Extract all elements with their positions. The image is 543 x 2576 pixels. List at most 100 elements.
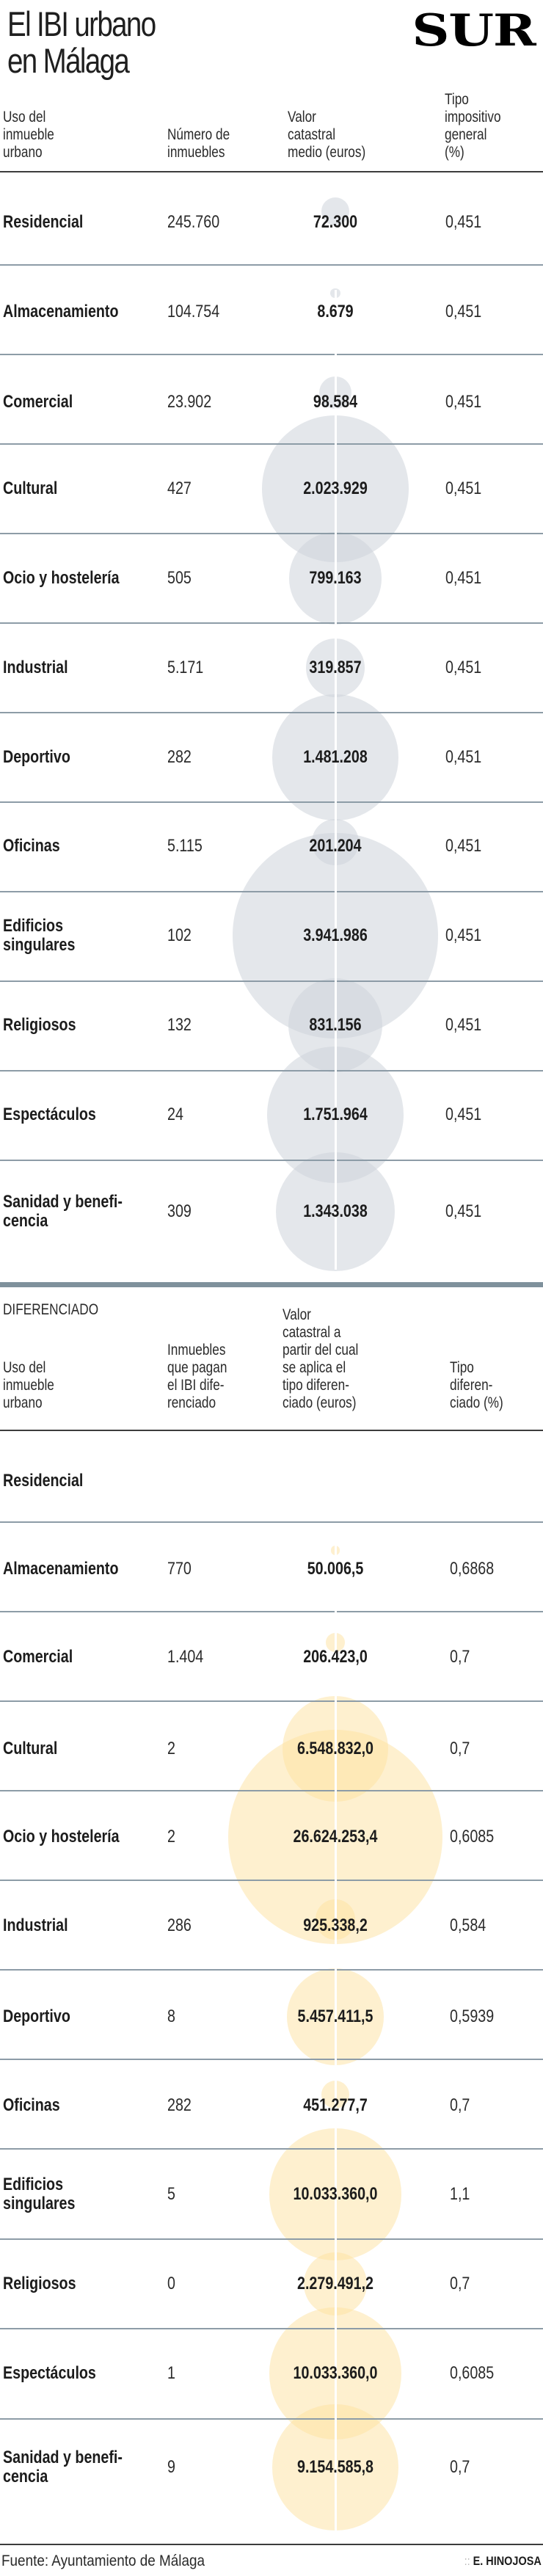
row-rate: 0,584 [450,1915,486,1935]
row-separator [0,712,543,713]
row-use-label: Oficinas [3,836,60,856]
row-use-label: Sanidad y benefi- cencia [3,2448,123,2486]
row-count: 8 [167,2006,175,2026]
row-value-label: 1.343.038 [303,1201,368,1221]
row-separator [0,1790,543,1791]
row-use-label: Sanidad y benefi- cencia [3,1192,123,1231]
section2-label: DIFERENCIADO [3,1301,99,1318]
footer-rule [0,2544,543,2545]
row-rate: 0,6085 [450,1827,495,1847]
row-rate: 1,1 [450,2184,470,2204]
row-separator [0,2238,543,2240]
title-line-1: El IBI urbano [7,4,156,43]
row-count: 770 [167,1559,192,1579]
row-separator [0,980,543,982]
row-count: 5.171 [167,658,204,677]
row-use-label: Edificios singulares [3,916,76,955]
row-count: 5.115 [167,836,203,856]
row-value-label: 3.941.986 [303,925,368,945]
row-use-label: Espectáculos [3,1105,96,1124]
row-separator [0,1969,543,1971]
header-use-1: Uso del inmueble urbano [3,109,54,161]
row-count: 24 [167,1105,183,1124]
row-value-label: 451.277,7 [303,2095,368,2115]
row-value-label: 831.156 [309,1015,362,1035]
row-rate: 0,451 [445,1015,482,1035]
header-value-1: Valor catastral medio (euros) [288,109,366,161]
credit-dots: :: [464,2554,470,2568]
row-separator [0,2418,543,2420]
row-count: 5 [167,2184,175,2204]
row-use-label: Comercial [3,1647,73,1667]
row-use-label: Religiosos [3,1015,76,1035]
row-use-label: Almacenamiento [3,1559,119,1579]
row-separator [0,1880,543,1881]
author-credit: :: E. HINOJOSA [464,2554,542,2569]
row-count: 132 [167,1015,192,1035]
row-separator [0,1700,543,1702]
row-value-label: 98.584 [313,392,358,412]
bubble-axis-2 [335,1545,337,2532]
row-count: 286 [167,1915,192,1935]
header-count-1: Número de inmuebles [167,126,230,161]
row-value-label: 2.279.491,2 [297,2274,373,2293]
header-value-2: Valor catastral a partir del cual se apl… [283,1306,359,1411]
row-rate: 0,7 [450,1739,470,1758]
row-use-label: Residencial [3,212,84,232]
bubble-1 [321,197,349,225]
row-value-label: 72.300 [313,212,358,232]
row-count: 23.902 [167,392,212,412]
row-separator [0,1521,543,1523]
header-count-2: Inmuebles que pagan el IBI dife- renciad… [167,1342,227,1411]
row-use-label: Industrial [3,658,68,677]
row-value-label: 1.751.964 [303,1105,368,1124]
row-count: 282 [167,747,192,767]
row-rate: 0,5939 [450,2006,495,2026]
row-use-label: Residencial [3,1471,84,1491]
section-divider [0,1282,543,1287]
row-rate: 0,7 [450,1647,470,1667]
row-rate: 0,7 [450,2095,470,2115]
row-count: 2 [167,1827,175,1847]
row-value-label: 9.154.585,8 [297,2457,373,2477]
row-value-label: 6.548.832,0 [297,1739,373,1758]
row-use-label: Oficinas [3,2095,60,2115]
row-use-label: Ocio y hostelería [3,1827,120,1847]
row-count: 1 [167,2363,175,2383]
row-count: 427 [167,479,192,498]
row-rate: 0,6868 [450,1559,495,1579]
row-value-label: 2.023.929 [303,479,368,498]
row-rate: 0,451 [445,568,482,588]
row-count: 9 [167,2457,175,2477]
row-separator [0,354,543,355]
row-rate: 0,7 [450,2457,470,2477]
source-note: Fuente: Ayuntamiento de Málaga [1,2553,205,2569]
row-separator [0,2328,543,2329]
row-count: 2 [167,1739,175,1758]
row-use-label: Deportivo [3,747,70,767]
row-value-label: 10.033.360,0 [293,2363,378,2383]
row-count: 0 [167,2274,175,2293]
row-rate: 0,451 [445,212,482,232]
header-rate-2: Tipo diferen- ciado (%) [450,1359,503,1411]
row-value-label: 201.204 [309,836,362,856]
header-rule-1 [0,171,543,172]
row-count: 309 [167,1201,192,1221]
row-value-label: 925.338,2 [303,1915,368,1935]
row-count: 104.754 [167,302,220,321]
row-use-label: Cultural [3,1739,58,1758]
header-rule-2 [0,1430,543,1431]
sur-logo: SUR [412,5,536,57]
row-use-label: Almacenamiento [3,302,119,321]
chart-title: El IBI urbano en Málaga [7,4,156,79]
row-count: 505 [167,568,192,588]
row-use-label: Comercial [3,392,73,412]
row-value-label: 5.457.411,5 [297,2006,373,2026]
row-use-label: Ocio y hostelería [3,568,120,588]
row-separator [0,622,543,624]
row-use-label: Industrial [3,1915,68,1935]
row-value-label: 206.423,0 [303,1647,368,1667]
row-separator [0,1160,543,1161]
row-separator [0,533,543,534]
row-separator [0,1611,543,1612]
